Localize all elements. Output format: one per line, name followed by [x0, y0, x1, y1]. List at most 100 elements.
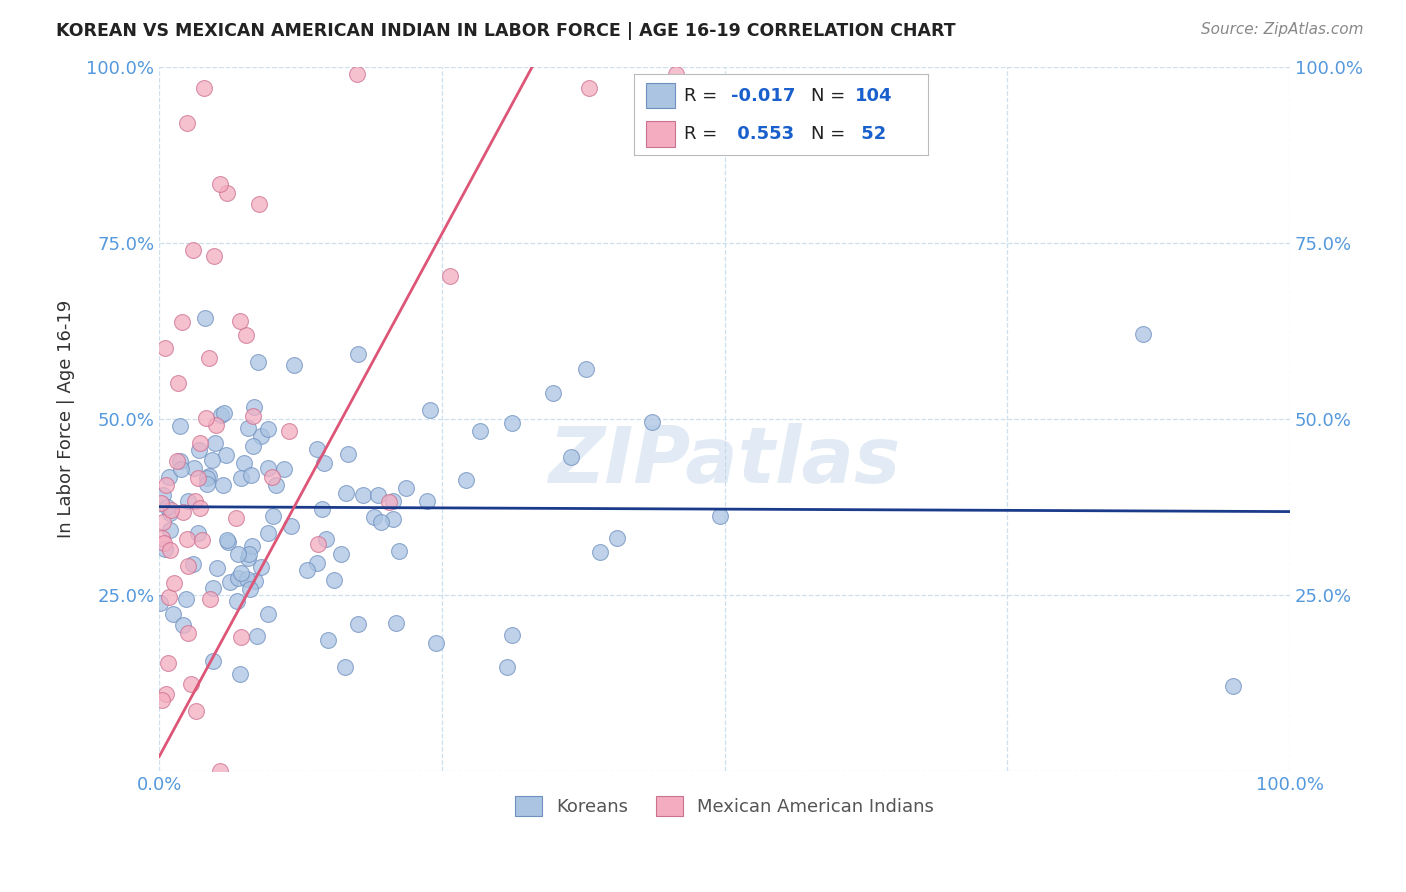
Point — [202, 654, 225, 668]
Point — [247, 355, 270, 369]
Point — [236, 421, 259, 435]
Point — [454, 473, 477, 487]
Point — [337, 447, 360, 461]
Point — [496, 660, 519, 674]
Point — [242, 438, 264, 452]
Legend: Koreans, Mexican American Indians: Koreans, Mexican American Indians — [506, 787, 943, 825]
Point — [187, 443, 209, 458]
Point — [156, 500, 179, 515]
Point — [233, 456, 256, 470]
Point — [166, 454, 188, 468]
Point — [278, 424, 301, 438]
Point — [346, 616, 368, 631]
Point — [262, 470, 284, 484]
Point — [257, 525, 280, 540]
Point — [181, 557, 204, 571]
Point — [153, 341, 176, 355]
Point — [439, 269, 461, 284]
Point — [307, 442, 329, 456]
Point — [378, 495, 401, 509]
Text: KOREAN VS MEXICAN AMERICAN INDIAN IN LABOR FORCE | AGE 16-19 CORRELATION CHART: KOREAN VS MEXICAN AMERICAN INDIAN IN LAB… — [56, 22, 956, 40]
Point — [229, 631, 252, 645]
Point — [235, 572, 257, 586]
Point — [195, 476, 218, 491]
Point — [257, 461, 280, 475]
Point — [212, 478, 235, 492]
Point — [183, 460, 205, 475]
Point — [346, 67, 368, 81]
Point — [152, 488, 174, 502]
Point — [250, 429, 273, 443]
Point — [1132, 327, 1154, 342]
Point — [184, 493, 207, 508]
Point — [262, 509, 284, 524]
Point — [177, 626, 200, 640]
Point — [314, 456, 336, 470]
Point — [468, 424, 491, 438]
Point — [150, 693, 173, 707]
Point — [1222, 679, 1244, 693]
Point — [665, 67, 688, 81]
Point — [240, 539, 263, 553]
Point — [217, 533, 239, 547]
Point — [382, 512, 405, 526]
Point — [352, 488, 374, 502]
Point — [370, 515, 392, 529]
Point — [176, 533, 198, 547]
Point — [159, 542, 181, 557]
Point — [172, 617, 194, 632]
Point — [606, 531, 628, 545]
Point — [188, 436, 211, 450]
Point — [169, 454, 191, 468]
Point — [229, 471, 252, 485]
Point — [335, 486, 357, 500]
Point — [243, 400, 266, 414]
Point — [157, 470, 180, 484]
Point — [215, 186, 238, 201]
Point — [246, 629, 269, 643]
Point — [283, 358, 305, 372]
Point — [257, 607, 280, 621]
Point — [197, 351, 219, 365]
Point — [162, 576, 184, 591]
Point — [204, 417, 226, 432]
Point — [250, 559, 273, 574]
Point — [155, 541, 177, 556]
Point — [225, 510, 247, 524]
Point — [155, 686, 177, 700]
Point — [176, 116, 198, 130]
Point — [387, 544, 409, 558]
Point — [157, 657, 180, 671]
Point — [202, 249, 225, 263]
Point — [191, 533, 214, 547]
Point — [382, 494, 405, 508]
Point — [149, 596, 172, 610]
Point — [194, 311, 217, 326]
Point — [209, 177, 232, 191]
Point — [160, 503, 183, 517]
Point — [560, 450, 582, 465]
Point — [177, 494, 200, 508]
Point — [239, 467, 262, 482]
Point — [425, 636, 447, 650]
Point — [311, 501, 333, 516]
Text: Source: ZipAtlas.com: Source: ZipAtlas.com — [1201, 22, 1364, 37]
Point — [419, 402, 441, 417]
Point — [363, 510, 385, 524]
Point — [502, 627, 524, 641]
Point — [305, 556, 328, 570]
Point — [209, 409, 232, 423]
Point — [159, 524, 181, 538]
Point — [280, 519, 302, 533]
Point — [226, 571, 249, 585]
Point — [172, 505, 194, 519]
Point — [184, 705, 207, 719]
Point — [243, 574, 266, 588]
Point — [152, 535, 174, 549]
Point — [226, 593, 249, 607]
Point — [316, 633, 339, 648]
Point — [193, 80, 215, 95]
Point — [295, 563, 318, 577]
Point — [264, 477, 287, 491]
Point — [204, 436, 226, 450]
